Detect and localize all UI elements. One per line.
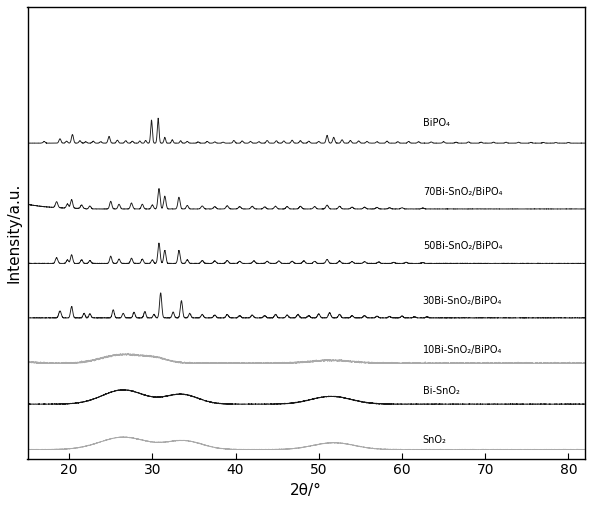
Text: Bi-SnO₂: Bi-SnO₂: [423, 386, 459, 396]
Text: 50Bi-SnO₂/BiPO₄: 50Bi-SnO₂/BiPO₄: [423, 241, 502, 251]
Y-axis label: Intensity/a.u.: Intensity/a.u.: [7, 183, 22, 283]
Text: 30Bi-SnO₂/BiPO₄: 30Bi-SnO₂/BiPO₄: [423, 295, 502, 306]
Text: 10Bi-SnO₂/BiPO₄: 10Bi-SnO₂/BiPO₄: [423, 345, 502, 355]
Text: 70Bi-SnO₂/BiPO₄: 70Bi-SnO₂/BiPO₄: [423, 187, 502, 197]
Text: SnO₂: SnO₂: [423, 435, 446, 444]
X-axis label: 2θ/°: 2θ/°: [290, 483, 322, 498]
Text: BiPO₄: BiPO₄: [423, 118, 450, 128]
